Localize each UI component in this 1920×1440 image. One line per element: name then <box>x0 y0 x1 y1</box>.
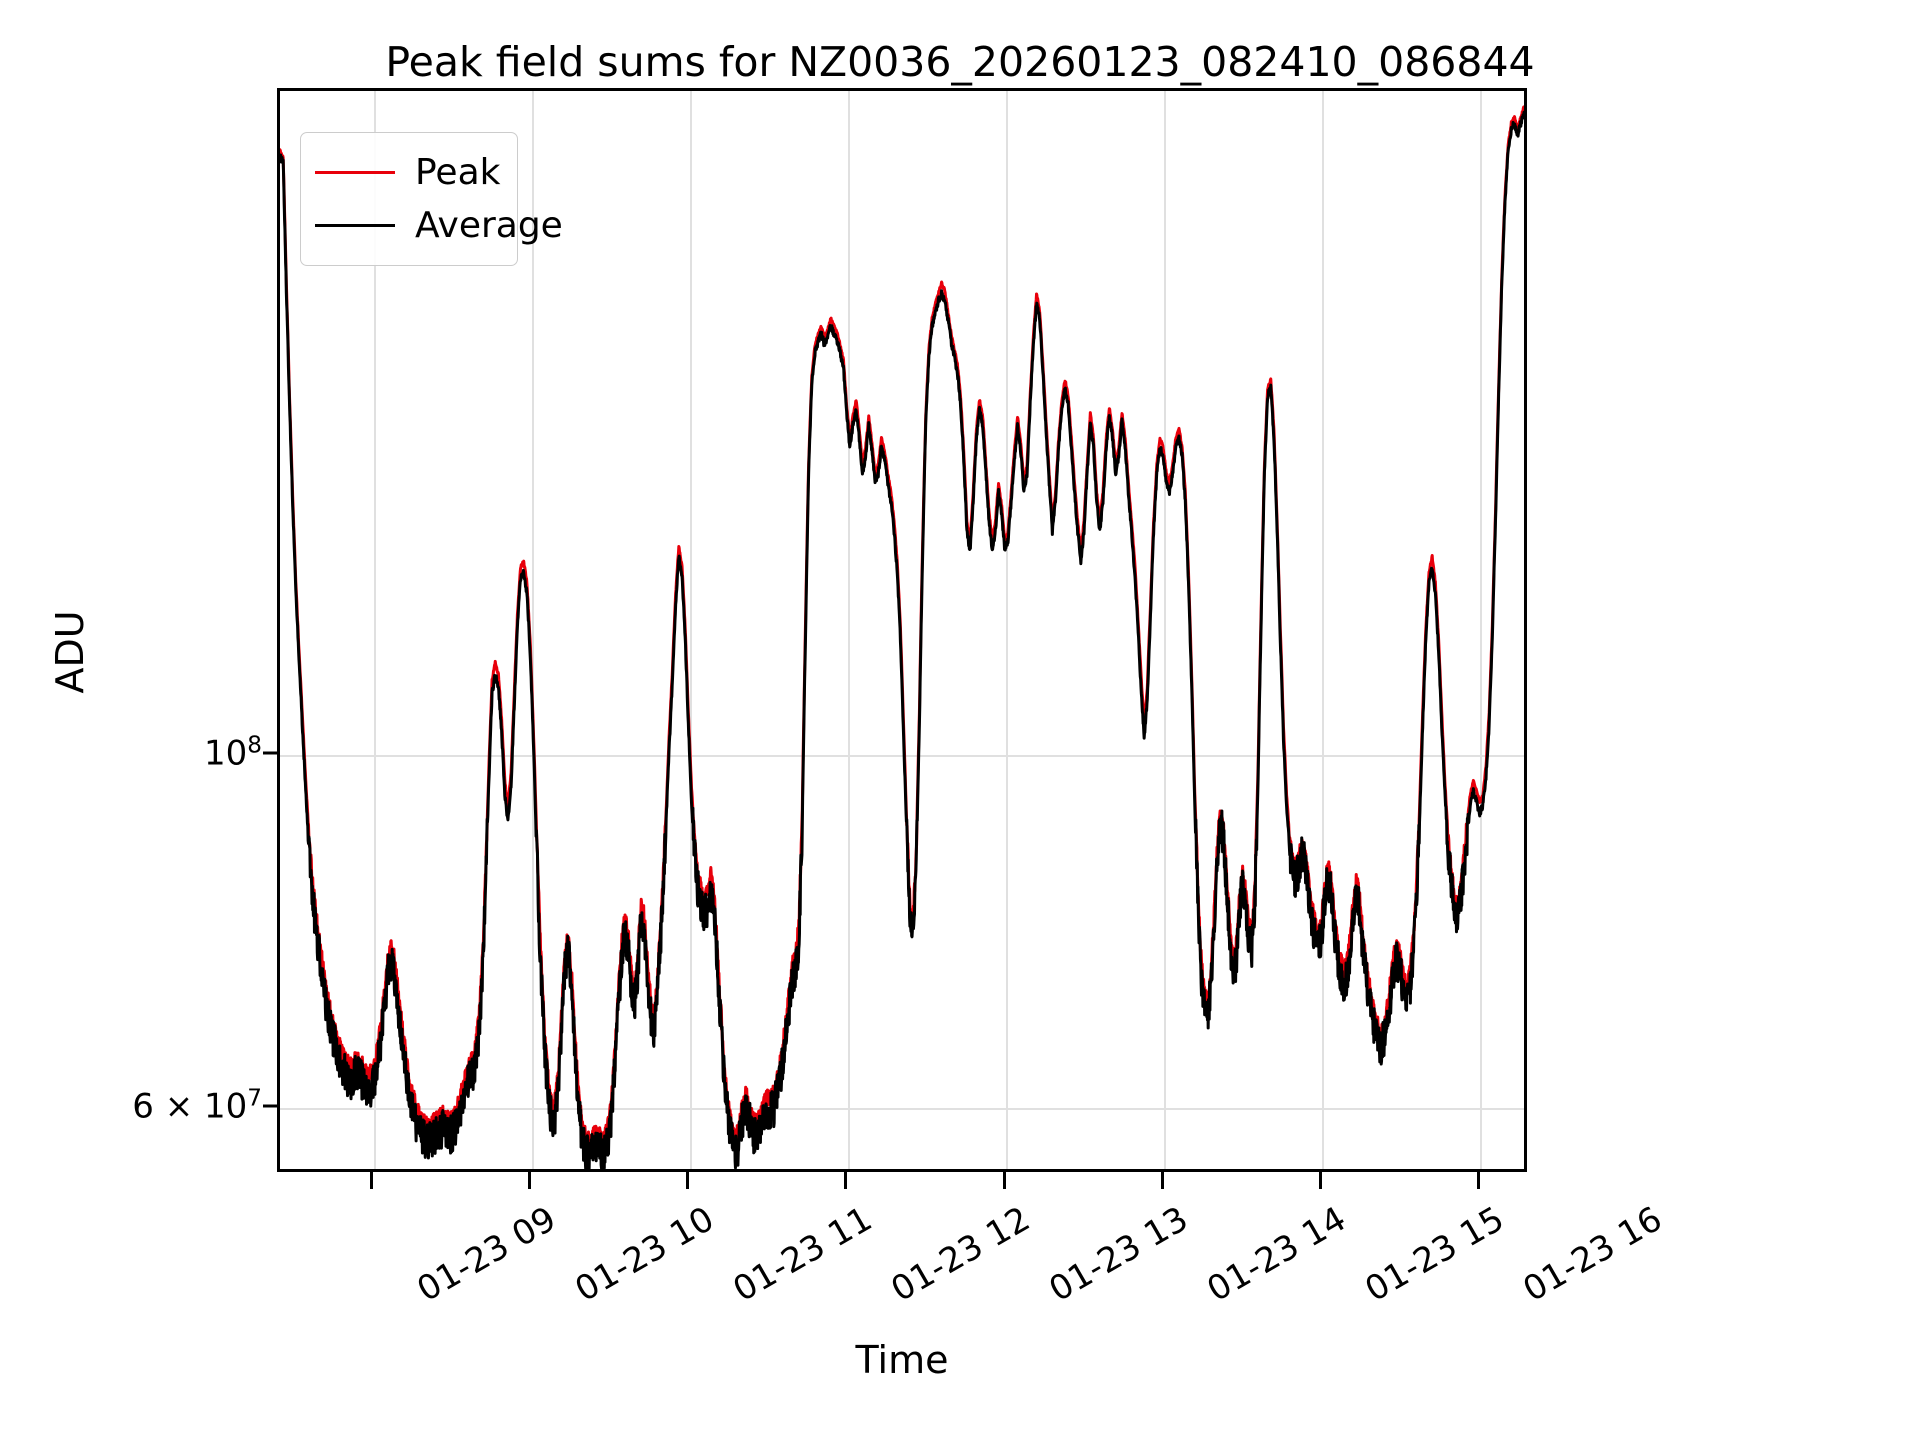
legend-swatch-average <box>315 224 395 227</box>
y-tick-label: 6 × 107 <box>132 1084 262 1127</box>
legend-label-average: Average <box>415 205 563 246</box>
x-tick-mark <box>1160 1172 1164 1189</box>
y-tick-label: 108 <box>204 732 262 774</box>
x-tick-mark <box>1318 1172 1322 1189</box>
x-tick-label: 01-23 13 <box>1042 1199 1195 1311</box>
x-tick-mark <box>370 1172 374 1189</box>
legend-item-peak: Peak <box>315 146 503 199</box>
plot-area <box>280 91 1524 1169</box>
x-tick-mark <box>1002 1172 1006 1189</box>
x-tick-label: 01-23 16 <box>1516 1199 1670 1311</box>
x-tick-label: 01-23 15 <box>1358 1199 1511 1311</box>
gridline-vertical <box>373 91 376 1169</box>
chart-legend[interactable]: Peak Average <box>300 132 563 266</box>
y-tick-mark <box>263 751 280 755</box>
x-tick-label: 01-23 12 <box>884 1199 1037 1311</box>
gridline-vertical <box>1164 91 1167 1169</box>
plot-axes <box>277 88 1527 1172</box>
x-tick-label: 01-23 09 <box>410 1199 563 1311</box>
gridline-horizontal <box>280 754 1524 757</box>
legend-item-average: Average <box>315 199 563 252</box>
gridline-horizontal <box>280 1107 1524 1110</box>
x-tick-mark <box>686 1172 690 1189</box>
x-tick-label: 01-23 10 <box>568 1199 721 1311</box>
gridline-vertical <box>847 91 850 1169</box>
series-layer <box>280 91 1524 1169</box>
x-tick-mark <box>1476 1172 1480 1189</box>
x-tick-label: 01-23 14 <box>1200 1199 1353 1311</box>
series-line-average <box>280 112 1524 1168</box>
y-tick-mark <box>263 1104 280 1108</box>
legend-swatch-peak <box>315 171 395 174</box>
x-axis-label: Time <box>855 1338 949 1382</box>
gridline-vertical <box>1480 91 1483 1169</box>
legend-label-peak: Peak <box>415 152 501 193</box>
x-tick-label: 01-23 11 <box>726 1199 879 1311</box>
gridline-vertical <box>531 91 534 1169</box>
gridline-vertical <box>1006 91 1008 1169</box>
gridline-vertical <box>1322 91 1325 1169</box>
gridline-vertical <box>689 91 692 1169</box>
chart-title: Peak field sums for NZ0036_20260123_0824… <box>385 38 1535 86</box>
x-tick-mark <box>844 1172 848 1189</box>
y-axis-label: ADU <box>48 610 92 694</box>
x-tick-mark <box>528 1172 532 1189</box>
